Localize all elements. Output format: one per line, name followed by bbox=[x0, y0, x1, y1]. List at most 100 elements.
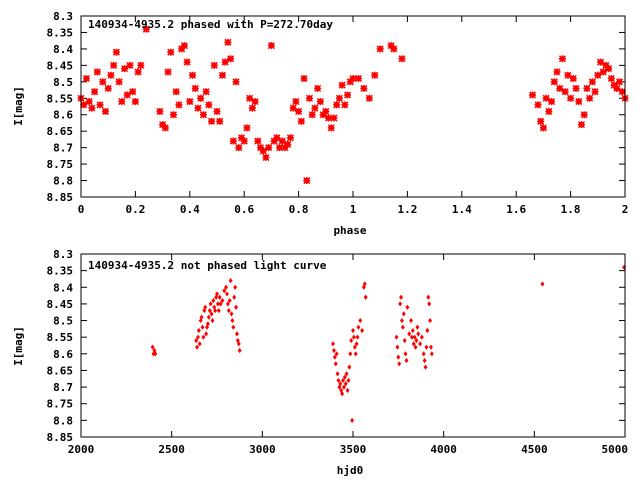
unphased-data-point bbox=[231, 324, 236, 330]
phased-data-point bbox=[564, 71, 572, 79]
unphased-x-axis-title: hjd0 bbox=[337, 464, 364, 477]
phased-data-point bbox=[371, 71, 379, 79]
unphased-x-tick-label: 5000 bbox=[602, 443, 629, 456]
unphased-data-point bbox=[224, 284, 229, 290]
phased-data-point bbox=[262, 153, 270, 162]
unphased-data-point bbox=[336, 377, 341, 384]
unphased-data-point bbox=[333, 361, 338, 367]
phased-data-point bbox=[199, 111, 207, 119]
phased-y-tick-label: 8.6 bbox=[53, 109, 73, 122]
phased-data-point bbox=[354, 74, 362, 83]
unphased-data-point bbox=[413, 344, 418, 350]
phased-data-point bbox=[156, 107, 164, 115]
phased-data-point bbox=[213, 107, 221, 115]
phased-data-point bbox=[172, 88, 180, 96]
unphased-data-point bbox=[410, 327, 415, 334]
phased-data-point bbox=[197, 94, 205, 102]
unphased-x-tick-label: 3000 bbox=[249, 443, 276, 456]
unphased-x-tick-label: 2000 bbox=[68, 443, 95, 456]
phased-data-point bbox=[208, 117, 216, 125]
unphased-x-tick-label: 4500 bbox=[521, 443, 548, 456]
phased-light-curve-panel: 8.3 8.35 8.4 8.45 8.5 8.55 8.6 8.65 8.7 8.75 8.8 8.… bbox=[12, 10, 629, 237]
phased-data-point bbox=[295, 107, 303, 115]
phased-data-point bbox=[142, 25, 150, 33]
phased-y-tick-label: 8.7 bbox=[53, 142, 73, 155]
phased-y-tick-label: 8.65 bbox=[47, 125, 74, 138]
unphased-x-tick-labels: 2000 2500 3000 3500 4000 4500 5000 bbox=[68, 443, 628, 456]
phased-data-point bbox=[137, 61, 145, 69]
phased-data-point bbox=[123, 91, 131, 99]
phased-data-point bbox=[338, 81, 346, 89]
phased-data-point bbox=[344, 91, 352, 99]
unphased-y-tick-label: 8.65 bbox=[47, 364, 74, 377]
phased-data-point bbox=[539, 124, 547, 132]
phased-data-point bbox=[205, 101, 213, 109]
phased-data-point bbox=[229, 137, 237, 145]
phased-data-point bbox=[322, 107, 330, 115]
unphased-data-point bbox=[346, 377, 351, 384]
unphased-data-point bbox=[409, 334, 414, 340]
phased-data-point bbox=[278, 137, 286, 145]
phased-x-tick-label: 1.6 bbox=[506, 203, 526, 216]
unphased-data-point bbox=[345, 387, 350, 394]
phased-x-axis-title: phase bbox=[333, 224, 366, 237]
unphased-data-point bbox=[201, 334, 206, 340]
unphased-data-point bbox=[419, 334, 424, 340]
unphased-y-tick-label: 8.45 bbox=[47, 298, 74, 311]
phased-data-point bbox=[91, 88, 99, 96]
phased-data-point bbox=[537, 117, 545, 125]
phased-data-point bbox=[365, 94, 373, 102]
phased-data-point bbox=[398, 55, 406, 63]
phased-y-tick-label: 8.3 bbox=[53, 10, 73, 23]
unphased-data-point bbox=[335, 371, 340, 377]
phased-data-point bbox=[591, 88, 599, 96]
unphased-data-point bbox=[337, 384, 342, 390]
unphased-data-point bbox=[363, 294, 368, 300]
unphased-data-point bbox=[405, 304, 410, 310]
unphased-data-point bbox=[425, 327, 430, 334]
phased-data-point bbox=[237, 134, 246, 142]
phased-data-point bbox=[602, 61, 610, 69]
phased-data-point bbox=[251, 98, 259, 106]
unphased-data-point bbox=[230, 317, 235, 324]
phased-x-tick-label: 1 bbox=[350, 203, 357, 216]
unphased-data-point bbox=[395, 344, 400, 350]
unphased-data-point bbox=[197, 341, 202, 347]
phased-data-point bbox=[311, 104, 319, 112]
unphased-y-tick-label: 8.5 bbox=[53, 315, 73, 328]
unphased-data-point bbox=[416, 331, 421, 337]
phased-data-point bbox=[583, 84, 591, 92]
unphased-data-point bbox=[409, 317, 413, 324]
phased-data-point bbox=[305, 94, 314, 102]
phased-data-point bbox=[572, 84, 580, 92]
unphased-data-point bbox=[412, 334, 417, 340]
phased-data-point bbox=[289, 104, 297, 112]
phased-data-point bbox=[227, 55, 235, 63]
unphased-data-point bbox=[411, 341, 416, 347]
phased-data-point bbox=[246, 94, 254, 102]
phased-data-point bbox=[202, 88, 210, 96]
phased-y-tick-label: 8.5 bbox=[53, 76, 73, 89]
phased-data-point bbox=[330, 114, 338, 122]
unphased-data-point bbox=[400, 324, 405, 330]
unphased-data-point bbox=[540, 281, 545, 287]
unphased-data-point bbox=[205, 321, 210, 327]
phased-x-tick-label: 0.4 bbox=[180, 203, 200, 216]
phased-plot-frame bbox=[80, 15, 626, 198]
unphased-x-tick-label: 4000 bbox=[430, 443, 457, 456]
unphased-data-point bbox=[362, 281, 367, 287]
phased-data-point bbox=[594, 71, 602, 79]
phased-data-point bbox=[248, 104, 256, 112]
phased-x-tick-label: 0 bbox=[78, 203, 85, 216]
phased-data-point bbox=[316, 98, 324, 106]
phased-x-tick-labels: 0 0.2 0.4 0.6 0.8 1 1.2 1.4 1.6 1.8 2 bbox=[78, 203, 629, 216]
phased-x-tick-label: 2 bbox=[622, 203, 629, 216]
unphased-data-point bbox=[622, 264, 627, 270]
unphased-data-point bbox=[342, 374, 347, 380]
unphased-data-point bbox=[200, 324, 205, 330]
phased-data-point bbox=[577, 121, 586, 129]
phased-data-point bbox=[297, 117, 305, 125]
phased-data-point bbox=[284, 140, 292, 148]
unphased-data-point bbox=[222, 288, 227, 294]
phased-data-point bbox=[259, 147, 267, 155]
